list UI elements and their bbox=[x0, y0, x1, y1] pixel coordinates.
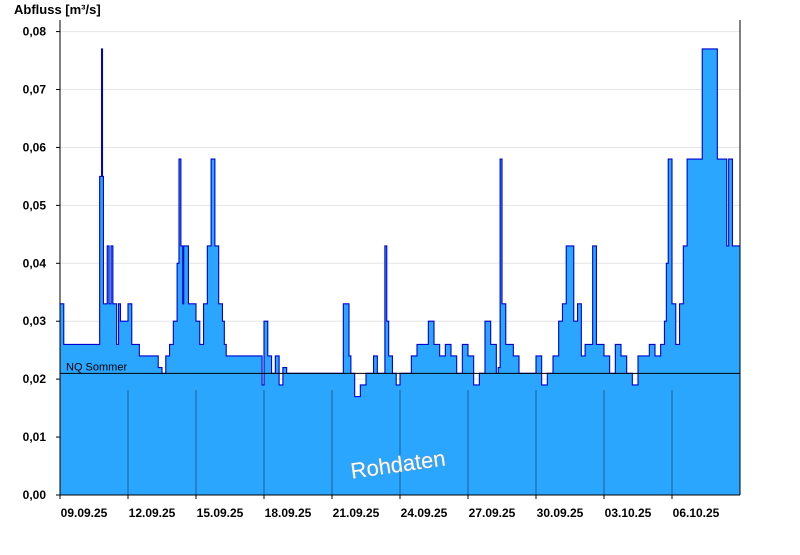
nq-sommer-label: NQ Sommer bbox=[66, 361, 127, 373]
y-tick-label: 0,04 bbox=[23, 256, 47, 270]
y-tick-label: 0,00 bbox=[23, 488, 47, 502]
axis-layer: 0,00 0,01 0,02 0,03 0,04 0,05 0,06 0,07 0,08 09.0… bbox=[23, 20, 741, 520]
reference-layer: NQ Sommer bbox=[60, 361, 740, 374]
y-axis-title: Abfluss [m³/s] bbox=[14, 2, 101, 17]
x-tick-label: 09.09.25 bbox=[61, 506, 108, 520]
x-tick-label: 06.10.25 bbox=[673, 506, 720, 520]
y-tick-label: 0,05 bbox=[23, 198, 47, 212]
x-tick-label: 18.09.25 bbox=[265, 506, 312, 520]
y-tick-label: 0,01 bbox=[23, 430, 47, 444]
y-tick-label: 0,08 bbox=[23, 25, 47, 39]
x-tick-label: 12.09.25 bbox=[129, 506, 176, 520]
x-tick-label: 30.09.25 bbox=[537, 506, 584, 520]
y-tick-label: 0,02 bbox=[23, 372, 47, 386]
x-tick-label: 27.09.25 bbox=[469, 506, 516, 520]
x-tick-label: 21.09.25 bbox=[333, 506, 380, 520]
area-layer bbox=[60, 48, 740, 496]
y-tick-label: 0,03 bbox=[23, 314, 47, 328]
x-tick-label: 24.09.25 bbox=[401, 506, 448, 520]
dayline-layer bbox=[127, 390, 673, 495]
x-tick-label: 03.10.25 bbox=[605, 506, 652, 520]
discharge-line bbox=[60, 48, 740, 398]
discharge-area bbox=[60, 48, 740, 496]
y-tick-label: 0,07 bbox=[23, 83, 47, 97]
y-tick-label: 0,06 bbox=[23, 140, 47, 154]
x-tick-label: 15.09.25 bbox=[197, 506, 244, 520]
